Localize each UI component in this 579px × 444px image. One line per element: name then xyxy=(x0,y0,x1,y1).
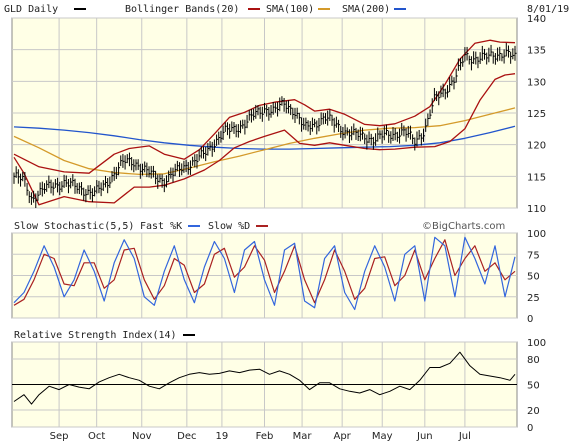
symbol-label: GLD Daily xyxy=(4,4,58,15)
y-tick-label: 140 xyxy=(527,14,546,25)
y-tick-label: 120 xyxy=(527,141,546,152)
x-tick-label: Sep xyxy=(50,431,69,442)
y-tick-label: 135 xyxy=(527,46,546,57)
x-tick-label: Jun xyxy=(416,431,433,442)
y-tick-label: 80 xyxy=(527,355,540,366)
x-tick-label: Apr xyxy=(333,431,351,442)
x-tick-label: Mar xyxy=(293,431,313,442)
y-tick-label: 0 xyxy=(527,423,533,434)
y-tick-label: 125 xyxy=(527,109,546,120)
x-tick-label: 19 xyxy=(216,431,229,442)
bollinger-upper-line xyxy=(13,39,516,174)
x-tick-label: Dec xyxy=(177,431,196,442)
x-tick-label: Oct xyxy=(88,431,105,442)
fast-k-legend-label: Fast %K xyxy=(140,221,182,232)
y-tick-label: 110 xyxy=(527,204,546,215)
slow-d-line xyxy=(13,239,516,306)
y-tick-label: 50 xyxy=(527,381,540,392)
x-tick-label: May xyxy=(372,431,393,442)
bigcharts-watermark: ©BigCharts.com xyxy=(422,221,505,232)
bollinger-legend-label: Bollinger Bands(20) xyxy=(125,4,239,15)
y-tick-label: 0 xyxy=(527,314,533,325)
price-bars xyxy=(13,42,517,208)
rsi-title: Relative Strength Index(14) xyxy=(14,330,177,341)
chart-date: 8/01/19 xyxy=(527,4,569,15)
y-tick-label: 100 xyxy=(527,338,546,349)
y-tick-label: 130 xyxy=(527,77,546,88)
y-tick-label: 75 xyxy=(527,250,540,261)
sma200-legend-label: SMA(200) xyxy=(342,4,390,15)
y-axis-tick-labels: 110 115 120 125 130 135 140 0 25 50 75 100 0 20 50 80 10… xyxy=(527,14,546,434)
bollinger-lower-line xyxy=(13,73,516,206)
y-tick-label: 50 xyxy=(527,272,540,283)
x-axis-tick-labels: Sep Oct Nov Dec 19 Feb Mar Apr May Jun Jul xyxy=(50,431,471,442)
y-tick-label: 100 xyxy=(527,229,546,240)
chart-series xyxy=(12,39,517,405)
slow-d-legend-label: Slow %D xyxy=(208,221,250,232)
x-tick-label: Feb xyxy=(256,431,274,442)
y-tick-label: 115 xyxy=(527,172,546,183)
stochastic-title: Slow Stochastic(5,5) xyxy=(14,221,134,232)
x-tick-label: Jul xyxy=(458,431,471,442)
rsi-line xyxy=(13,351,516,405)
sma100-line xyxy=(13,107,516,176)
fast-k-line xyxy=(13,236,516,311)
y-tick-label: 20 xyxy=(527,406,540,417)
x-tick-label: Nov xyxy=(132,431,152,442)
sma100-legend-label: SMA(100) xyxy=(266,4,314,15)
y-tick-label: 25 xyxy=(527,293,540,304)
